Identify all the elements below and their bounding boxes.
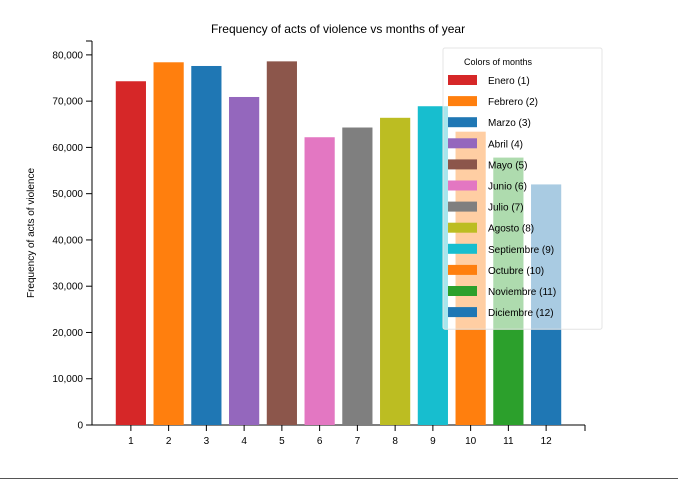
y-tick-label: 10,000 [52,374,83,385]
legend-title: Colors of months [464,57,533,67]
legend-swatch-12 [448,307,477,318]
x-tick-label: 6 [317,436,323,447]
legend-item-label: Enero (1) [488,76,530,87]
legend-item-label: Diciembre (12) [488,308,554,319]
y-axis-label: Frequency of acts of violence [26,168,37,299]
bar-8 [380,117,411,426]
legend-swatch-11 [448,286,477,296]
bar-6 [304,137,335,425]
y-tick-label: 60,000 [52,143,83,154]
x-tick-label: 1 [128,436,134,447]
legend-item-label: Agosto (8) [488,224,534,235]
bar-4 [229,96,260,426]
x-tick-label: 12 [541,436,553,447]
legend-swatch-10 [448,264,477,275]
y-tick-label: 0 [77,421,83,432]
legend-swatch-1 [448,75,477,85]
legend-swatch-9 [448,243,477,254]
y-tick-label: 80,000 [52,50,83,61]
bar-7 [342,127,373,426]
bar-5 [266,61,297,425]
y-tick-label: 40,000 [52,235,83,246]
x-axis: 1 2 3 4 5 6 7 8 9 10 11 12 [92,424,586,447]
legend-item-label: Junio (6) [488,182,527,193]
legend-swatch-5 [448,159,477,170]
legend-swatch-2 [448,96,477,107]
legend: Colors of months Enero (1) Febrero (2) Marz… [442,47,603,330]
legend-item-label: Septiembre (9) [488,245,554,256]
y-tick-label: 50,000 [52,189,83,200]
x-tick-label: 5 [279,436,285,447]
y-tick-label: 30,000 [52,282,83,293]
x-tick-label: 10 [465,436,477,447]
bottom-divider [0,478,678,479]
chart-title: Frequency of acts of violence vs months … [211,22,465,36]
y-tick-label: 20,000 [52,328,83,339]
x-tick-label: 4 [241,436,247,447]
bar-2 [153,62,184,426]
legend-item-label: Noviembre (11) [488,287,556,298]
legend-box [442,47,603,330]
y-axis: 0 10,000 20,000 30,000 40,000 50,000 60,000 70,… [52,40,93,432]
bar-1 [115,81,146,425]
legend-item-label: Marzo (3) [488,118,531,129]
x-tick-label: 7 [355,436,361,447]
legend-item-label: Febrero (2) [488,97,538,108]
x-tick-label: 11 [503,436,514,447]
legend-swatch-4 [448,138,477,149]
legend-swatch-3 [448,117,477,128]
legend-swatch-6 [448,180,477,191]
x-tick-label: 8 [392,436,398,447]
y-tick-label: 70,000 [52,97,83,108]
legend-swatch-8 [448,222,477,233]
x-tick-label: 3 [204,436,210,447]
legend-item-label: Octubre (10) [488,266,544,277]
x-tick-label: 9 [430,436,436,447]
legend-item-label: Abril (4) [488,139,523,150]
bar-3 [191,65,222,426]
legend-item-label: Mayo (5) [488,160,527,171]
legend-item-label: Julio (7) [488,203,524,214]
x-tick-label: 2 [166,436,172,447]
legend-swatch-7 [448,201,477,212]
